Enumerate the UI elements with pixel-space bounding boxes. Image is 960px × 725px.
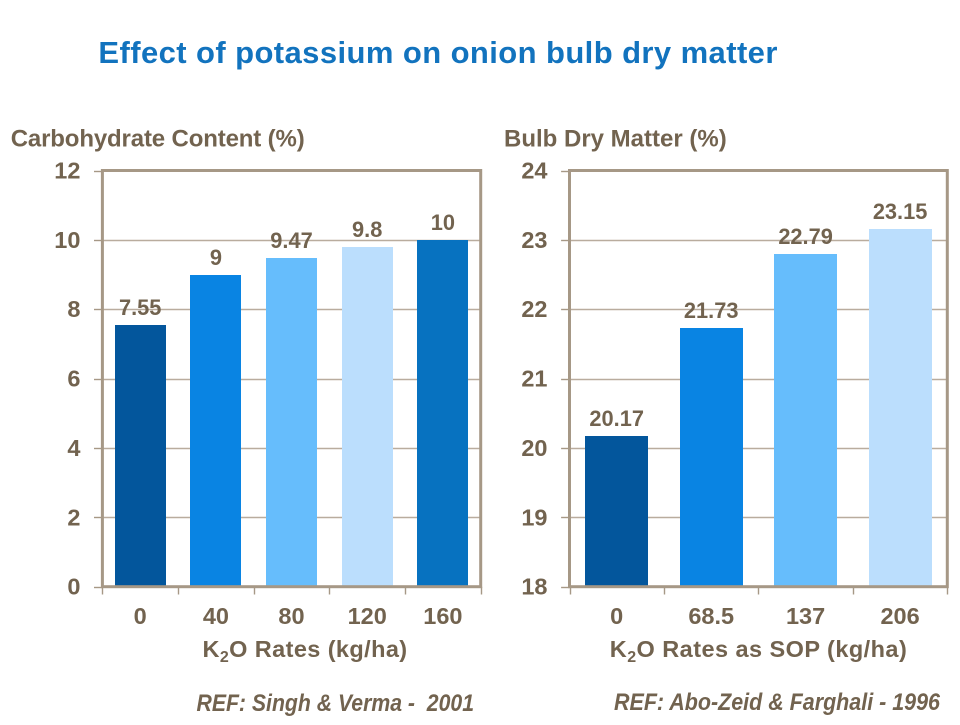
svg-text:2: 2	[67, 504, 80, 530]
svg-text:K2O Rates (kg/ha): K2O Rates (kg/ha)	[202, 636, 407, 666]
svg-text:68.5: 68.5	[688, 603, 734, 629]
svg-text:12: 12	[54, 158, 80, 184]
svg-text:80: 80	[278, 603, 304, 629]
svg-text:160: 160	[423, 603, 462, 629]
svg-text:23: 23	[521, 227, 547, 253]
svg-text:0: 0	[134, 603, 147, 629]
svg-text:7.55: 7.55	[119, 295, 161, 320]
svg-text:20: 20	[521, 435, 547, 461]
svg-text:Carbohydrate Content (%): Carbohydrate Content (%)	[11, 126, 305, 153]
svg-text:REF: Singh & Verma - 2001: REF: Singh & Verma - 2001	[197, 690, 475, 717]
svg-text:Bulb Dry Matter (%): Bulb Dry Matter (%)	[504, 126, 727, 153]
svg-text:20.17: 20.17	[589, 406, 644, 431]
svg-text:9.47: 9.47	[270, 228, 312, 253]
svg-text:22: 22	[521, 296, 547, 322]
svg-text:K2O Rates as SOP (kg/ha): K2O Rates as SOP (kg/ha)	[610, 636, 907, 666]
svg-text:40: 40	[203, 603, 229, 629]
svg-text:6: 6	[67, 366, 80, 392]
svg-text:19: 19	[521, 504, 547, 530]
svg-text:23.15: 23.15	[873, 199, 928, 224]
svg-text:9.8: 9.8	[352, 217, 382, 242]
svg-text:0: 0	[610, 603, 623, 629]
svg-text:120: 120	[348, 603, 387, 629]
svg-text:18: 18	[521, 574, 547, 600]
svg-text:REF: Abo-Zeid & Farghali - 199: REF: Abo-Zeid & Farghali - 1996	[614, 689, 941, 716]
svg-text:24: 24	[521, 158, 547, 184]
svg-text:21: 21	[521, 366, 547, 392]
svg-text:206: 206	[880, 603, 919, 629]
svg-text:137: 137	[786, 603, 825, 629]
svg-text:9: 9	[210, 245, 222, 270]
svg-text:22.79: 22.79	[778, 224, 833, 249]
svg-text:10: 10	[431, 210, 455, 235]
svg-text:0: 0	[67, 574, 80, 600]
svg-text:Effect of potassium on onion b: Effect of potassium on onion bulb dry ma…	[98, 35, 777, 70]
svg-text:21.73: 21.73	[684, 298, 739, 323]
svg-text:4: 4	[67, 435, 80, 461]
svg-text:10: 10	[54, 227, 80, 253]
svg-text:8: 8	[67, 296, 80, 322]
